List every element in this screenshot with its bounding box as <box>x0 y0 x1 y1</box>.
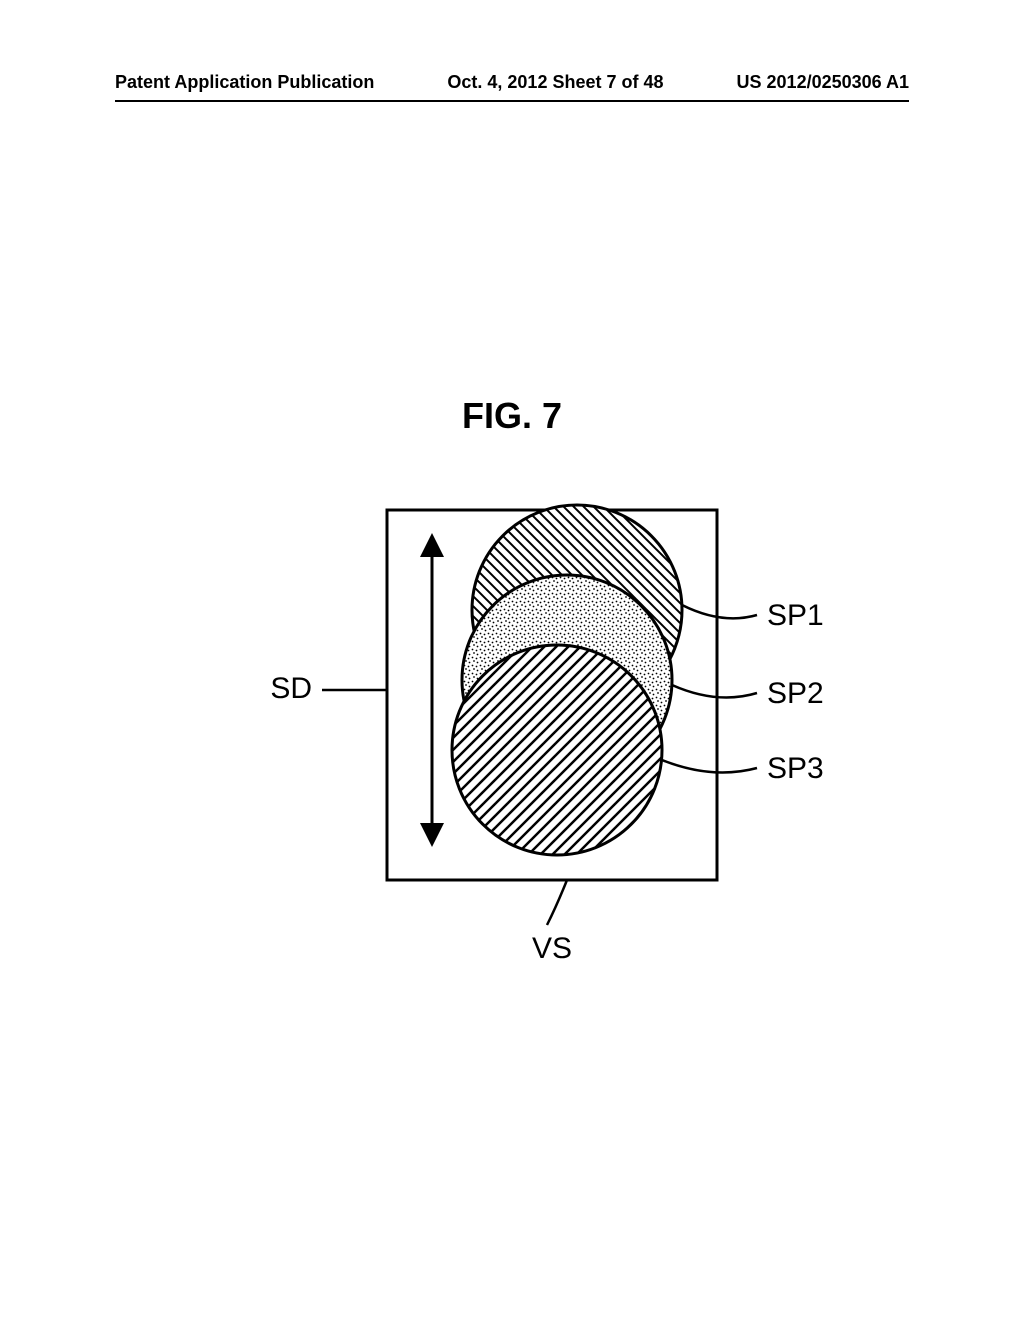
sp1-label: SP1 <box>767 599 824 632</box>
vs-leader <box>547 880 567 925</box>
header-right: US 2012/0250306 A1 <box>737 72 909 93</box>
header-divider <box>115 100 909 102</box>
sp3-label: SP3 <box>767 752 824 785</box>
page-header: Patent Application Publication Oct. 4, 2… <box>0 72 1024 93</box>
sp3-circle <box>452 645 662 855</box>
header-left: Patent Application Publication <box>115 72 374 93</box>
vs-label: VS <box>532 932 572 965</box>
header-center: Oct. 4, 2012 Sheet 7 of 48 <box>447 72 663 93</box>
sp2-label: SP2 <box>767 677 824 710</box>
figure-title: FIG. 7 <box>0 395 1024 437</box>
figure-svg: SD SP1 SP2 SP3 VS <box>87 480 937 980</box>
sd-label: SD <box>270 672 312 705</box>
figure-container: SD SP1 SP2 SP3 VS <box>0 480 1024 980</box>
